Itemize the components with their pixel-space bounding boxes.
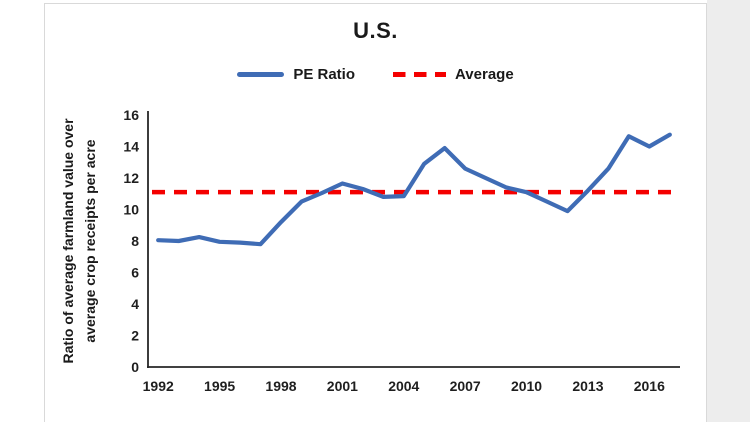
x-tick-label: 2013 [572,378,603,394]
y-tick-label: 0 [131,359,139,375]
x-tick-label: 2004 [388,378,419,394]
y-tick-label: 8 [131,233,139,249]
legend-item-average: Average [393,66,514,83]
legend: PE Ratio Average [45,66,706,83]
y-tick-label: 12 [123,170,139,186]
y-tick-label: 16 [123,107,139,123]
y-tick-label: 6 [131,265,139,281]
x-tick-label: 2016 [634,378,665,394]
x-tick-label: 2007 [450,378,481,394]
right-gutter [707,0,750,422]
x-tick-label: 1992 [143,378,174,394]
y-tick-label: 14 [123,139,139,155]
legend-item-pe-ratio: PE Ratio [237,66,355,83]
x-tick-label: 1995 [204,378,235,394]
chart-title: U.S. [353,18,398,43]
chart-panel: U.S. PE Ratio Average [44,3,707,422]
pe-ratio-line [156,132,672,247]
x-tick-label: 1998 [265,378,296,394]
pe-ratio-line-swatch [237,72,285,77]
y-tick-label: 4 [131,296,139,312]
legend-label-pe-ratio: PE Ratio [293,66,356,83]
x-tick-label: 2001 [327,378,358,394]
y-tick-label: 10 [123,202,139,218]
average-dashes-swatch [393,72,447,77]
y-tick-label: 2 [131,328,139,344]
x-tick-label: 2010 [511,378,542,394]
legend-label-average: Average [455,66,514,83]
